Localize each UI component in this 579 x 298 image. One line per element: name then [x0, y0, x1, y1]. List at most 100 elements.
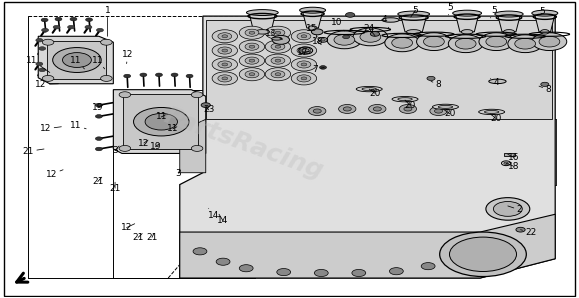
- Text: 20: 20: [404, 100, 415, 110]
- Circle shape: [515, 38, 536, 49]
- Circle shape: [239, 26, 265, 39]
- Circle shape: [434, 109, 442, 113]
- Circle shape: [486, 36, 507, 47]
- Circle shape: [124, 74, 131, 78]
- Polygon shape: [249, 13, 276, 32]
- Ellipse shape: [398, 98, 412, 101]
- Circle shape: [448, 35, 483, 53]
- Circle shape: [291, 44, 317, 57]
- Text: 1: 1: [105, 6, 111, 36]
- Ellipse shape: [461, 30, 473, 34]
- Text: 22: 22: [521, 228, 537, 237]
- Text: 5: 5: [537, 7, 545, 18]
- Polygon shape: [47, 41, 106, 79]
- Circle shape: [96, 103, 102, 107]
- Circle shape: [245, 43, 259, 50]
- Circle shape: [101, 39, 112, 45]
- Text: 15: 15: [306, 24, 317, 37]
- Circle shape: [134, 108, 189, 136]
- Circle shape: [96, 137, 102, 140]
- Circle shape: [334, 35, 355, 45]
- Circle shape: [265, 40, 291, 53]
- Circle shape: [239, 265, 253, 272]
- Circle shape: [541, 82, 549, 86]
- Text: 11: 11: [26, 55, 50, 72]
- Circle shape: [346, 13, 355, 17]
- Circle shape: [508, 35, 543, 53]
- Circle shape: [36, 62, 43, 66]
- Circle shape: [301, 63, 307, 66]
- Ellipse shape: [453, 10, 482, 16]
- Text: 21: 21: [146, 233, 157, 242]
- Text: 11: 11: [167, 124, 178, 133]
- Text: 5: 5: [447, 3, 453, 15]
- Ellipse shape: [398, 11, 430, 17]
- Circle shape: [272, 35, 290, 44]
- Circle shape: [55, 17, 62, 21]
- Circle shape: [532, 33, 567, 51]
- Text: 24: 24: [364, 24, 375, 36]
- Ellipse shape: [532, 10, 558, 16]
- Text: 17: 17: [296, 48, 310, 57]
- Circle shape: [249, 59, 255, 62]
- Circle shape: [343, 35, 350, 39]
- Circle shape: [327, 31, 362, 49]
- Text: 23: 23: [203, 105, 214, 114]
- Circle shape: [275, 31, 281, 34]
- Circle shape: [291, 58, 317, 71]
- Circle shape: [193, 248, 207, 255]
- Circle shape: [119, 92, 131, 98]
- Polygon shape: [123, 94, 198, 149]
- Ellipse shape: [438, 105, 453, 108]
- Circle shape: [96, 115, 102, 118]
- Ellipse shape: [356, 86, 382, 92]
- Circle shape: [218, 33, 232, 40]
- Circle shape: [212, 44, 237, 57]
- Circle shape: [291, 72, 317, 85]
- Circle shape: [41, 18, 48, 22]
- Text: 11: 11: [156, 112, 167, 122]
- Circle shape: [96, 147, 102, 151]
- Circle shape: [53, 48, 101, 72]
- Circle shape: [271, 57, 285, 64]
- Text: 19: 19: [92, 103, 104, 112]
- Circle shape: [271, 43, 285, 50]
- Circle shape: [297, 75, 311, 82]
- Text: 16: 16: [508, 153, 519, 162]
- Text: 14: 14: [217, 214, 229, 225]
- Circle shape: [222, 49, 228, 52]
- Circle shape: [404, 107, 412, 111]
- Circle shape: [245, 71, 259, 78]
- Circle shape: [140, 73, 147, 77]
- Circle shape: [301, 35, 307, 38]
- Text: 5: 5: [490, 6, 497, 18]
- Circle shape: [400, 105, 416, 114]
- Circle shape: [427, 76, 435, 80]
- Circle shape: [353, 28, 388, 46]
- Text: 21: 21: [92, 177, 104, 186]
- Circle shape: [449, 237, 516, 271]
- Circle shape: [101, 75, 112, 81]
- Circle shape: [312, 29, 323, 35]
- Circle shape: [97, 28, 104, 32]
- Text: PartsRacing: PartsRacing: [160, 103, 327, 183]
- Circle shape: [70, 17, 77, 21]
- Ellipse shape: [382, 18, 400, 22]
- Circle shape: [360, 32, 381, 42]
- Circle shape: [218, 61, 232, 68]
- Circle shape: [239, 54, 265, 67]
- Polygon shape: [179, 119, 206, 173]
- Text: 13: 13: [265, 30, 283, 39]
- Circle shape: [63, 53, 91, 67]
- Circle shape: [201, 103, 210, 108]
- Circle shape: [297, 61, 311, 68]
- Ellipse shape: [255, 30, 270, 34]
- Polygon shape: [534, 13, 555, 32]
- Circle shape: [297, 33, 311, 40]
- Text: 12: 12: [35, 80, 58, 89]
- Circle shape: [86, 18, 93, 21]
- Text: 18: 18: [506, 162, 519, 171]
- Text: 12: 12: [46, 170, 63, 179]
- Polygon shape: [38, 36, 113, 84]
- Circle shape: [486, 198, 530, 220]
